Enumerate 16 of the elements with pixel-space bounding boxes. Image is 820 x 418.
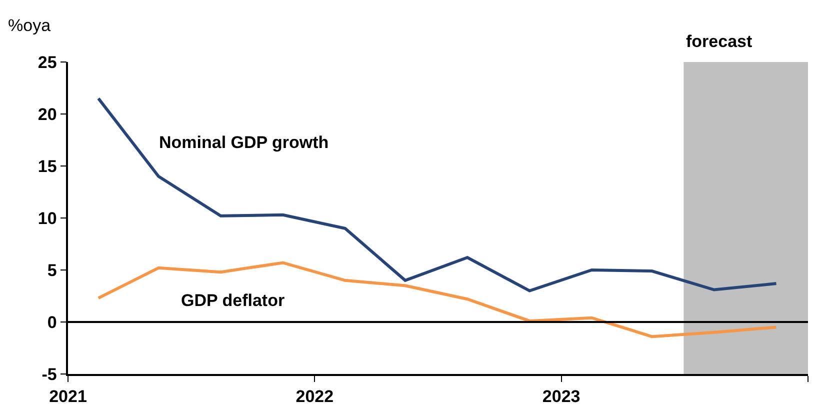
line-series xyxy=(96,96,778,292)
x-tick-label: 2023 xyxy=(542,387,580,406)
x-tick-label: 2021 xyxy=(49,387,87,406)
y-tick-label: 15 xyxy=(38,156,57,176)
line-series xyxy=(96,261,778,338)
y-tick-label: 25 xyxy=(38,52,57,72)
y-tick-label: -5 xyxy=(42,364,57,384)
series-label: GDP deflator xyxy=(181,291,285,310)
y-tick-label: 20 xyxy=(38,104,57,124)
y-tick-label: 10 xyxy=(38,208,57,228)
x-tick-label: 2022 xyxy=(296,387,334,406)
y-tick-label: 5 xyxy=(47,260,57,280)
series-label: Nominal GDP growth xyxy=(159,133,329,152)
y-axis-title: %oya xyxy=(8,16,52,35)
band-label: forecast xyxy=(686,32,752,51)
y-tick-label: 0 xyxy=(47,312,57,332)
